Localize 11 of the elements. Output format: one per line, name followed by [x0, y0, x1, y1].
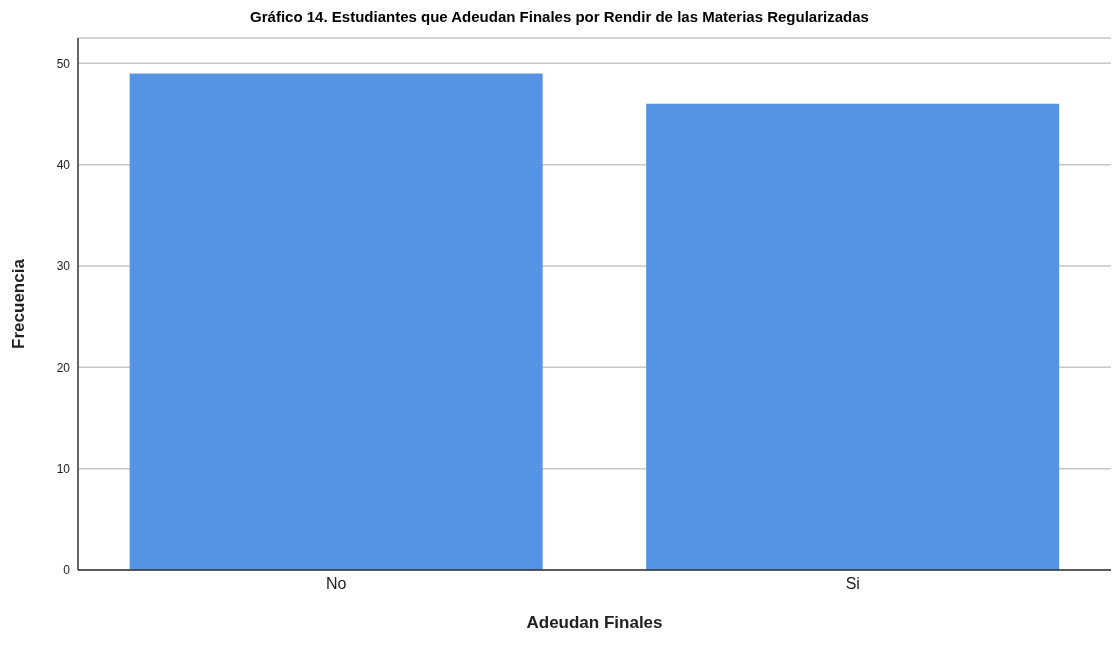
chart-title: Gráfico 14. Estudiantes que Adeudan Finales por Rendir de las Materias Regularizadas [249, 8, 870, 27]
x-tick-label: No [326, 575, 347, 593]
y-tick-label: 30 [56, 259, 71, 274]
y-tick-label: 50 [56, 56, 71, 71]
y-axis-title: Frecuencia [9, 258, 29, 349]
y-tick-label: 20 [56, 360, 71, 375]
y-tick-label: 10 [56, 461, 71, 476]
y-tick-label: 40 [56, 157, 71, 172]
x-tick-label: Si [845, 575, 860, 593]
x-axis-title: Adeudan Finales [526, 613, 663, 632]
y-tick-label: 0 [63, 563, 71, 578]
